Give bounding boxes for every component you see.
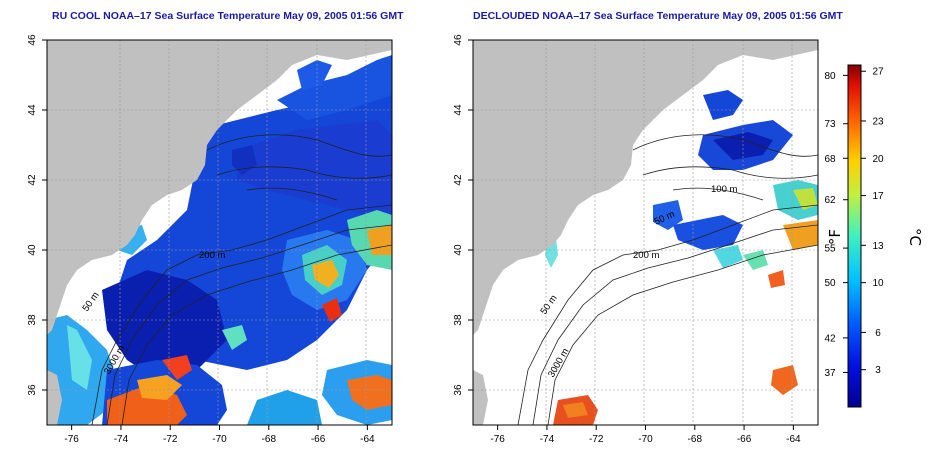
lat-tick-label: 42 <box>453 174 464 186</box>
fahrenheit-tick-label: 50 <box>824 278 836 289</box>
celsius-tick-label: 17 <box>872 191 884 202</box>
sst-field <box>483 90 818 425</box>
left-axes: -76 -74 -72 -70 -68 -66 -64 36 38 40 42 44 46 <box>27 34 375 445</box>
fahrenheit-tick-label: 80 <box>824 71 836 82</box>
contour-label-200m: 200 m <box>199 250 225 261</box>
lon-tick-label: -64 <box>786 434 801 445</box>
lat-tick-label: 44 <box>453 104 464 116</box>
grid-lines <box>473 40 818 425</box>
left-map-title: RU COOL NOAA–17 Sea Surface Temperature … <box>52 10 404 22</box>
celsius-tick-label: 20 <box>872 154 884 165</box>
lon-tick-label: -72 <box>589 434 604 445</box>
celsius-tick-label: 23 <box>872 116 884 127</box>
celsius-unit-label: °C <box>906 228 924 246</box>
fahrenheit-unit-label: °F <box>826 229 844 245</box>
bathymetry-contours <box>91 134 392 425</box>
temperature-colorbar: 37 42 50 55 62 68 73 80 3 6 10 13 17 20 23 27 °F °C <box>820 62 924 412</box>
fahrenheit-tick-label: 55 <box>824 244 836 255</box>
sst-map-declouded-svg: 200 m 50 m 3000 m 100 m 50 m -76 -74 -72 -7… <box>453 34 819 445</box>
lat-tick-label: 36 <box>453 384 464 396</box>
lat-tick-label: 40 <box>27 244 38 256</box>
lon-tick-label: -76 <box>64 434 79 445</box>
sst-map-clouded-svg: 200 m 50 m 3000 m -76 -74 -72 -70 -68 -66 -643… <box>27 34 393 445</box>
lon-tick-label: -74 <box>540 434 555 445</box>
lon-tick-label: -70 <box>638 434 653 445</box>
contour-label-200m: 200 m <box>633 250 659 261</box>
sst-map-declouded: 200 m 50 m 3000 m 100 m 50 m -76 -74 -72 -7… <box>453 34 819 445</box>
fahrenheit-tick-label: 62 <box>824 195 836 206</box>
contour-label-100m: 100 m <box>711 184 737 195</box>
celsius-tick-label: 13 <box>872 241 884 252</box>
lon-tick-label: -66 <box>737 434 752 445</box>
lon-tick-label: -70 <box>212 434 227 445</box>
colorbar-gradient <box>847 64 862 408</box>
celsius-tick-label: 27 <box>872 67 884 78</box>
lon-tick-label: -76 <box>490 434 505 445</box>
fahrenheit-tick-label: 68 <box>824 154 836 165</box>
lon-tick-label: -74 <box>114 434 129 445</box>
bathymetry-contours <box>517 134 818 425</box>
lat-tick-label: 46 <box>27 34 38 46</box>
land-mass <box>47 40 392 335</box>
lat-tick-label: 36 <box>27 384 38 396</box>
fahrenheit-tick-label: 42 <box>824 333 836 344</box>
lat-tick-label: 44 <box>27 104 38 116</box>
lon-tick-label: -68 <box>688 434 703 445</box>
fahrenheit-tick-label: 37 <box>824 368 836 379</box>
lat-tick-label: 46 <box>453 34 464 46</box>
grid-lines <box>47 40 392 425</box>
land-mass-south <box>47 370 62 425</box>
celsius-tick-label: 3 <box>875 365 881 376</box>
land-mass <box>473 40 818 335</box>
colorbar-ticks: 37 42 50 55 62 68 73 80 3 6 10 13 17 20 23 27 <box>824 67 884 379</box>
celsius-tick-label: 10 <box>872 278 884 289</box>
lon-tick-label: -64 <box>360 434 375 445</box>
right-axes: -76 -74 -72 -70 -68 -66 -64 36 38 40 42 44 46 <box>453 34 801 445</box>
right-map-title: DECLOUDED NOAA–17 Sea Surface Temperatur… <box>473 10 843 22</box>
lon-tick-label: -66 <box>311 434 326 445</box>
lat-tick-label: 38 <box>453 314 464 326</box>
lon-tick-label: -68 <box>262 434 277 445</box>
colorbar-svg: 37 42 50 55 62 68 73 80 3 6 10 13 17 20 23 27 °F °C <box>824 64 924 408</box>
lat-tick-label: 38 <box>27 314 38 326</box>
celsius-tick-label: 6 <box>875 328 881 339</box>
land-mass-south <box>473 370 488 425</box>
lon-tick-label: -72 <box>163 434 178 445</box>
lat-tick-label: 42 <box>27 174 38 186</box>
lat-tick-label: 40 <box>453 244 464 256</box>
sst-map-clouded: 200 m 50 m 3000 m -76 -74 -72 -70 -68 -66 -64 3… <box>27 34 393 445</box>
fahrenheit-tick-label: 73 <box>824 119 836 130</box>
